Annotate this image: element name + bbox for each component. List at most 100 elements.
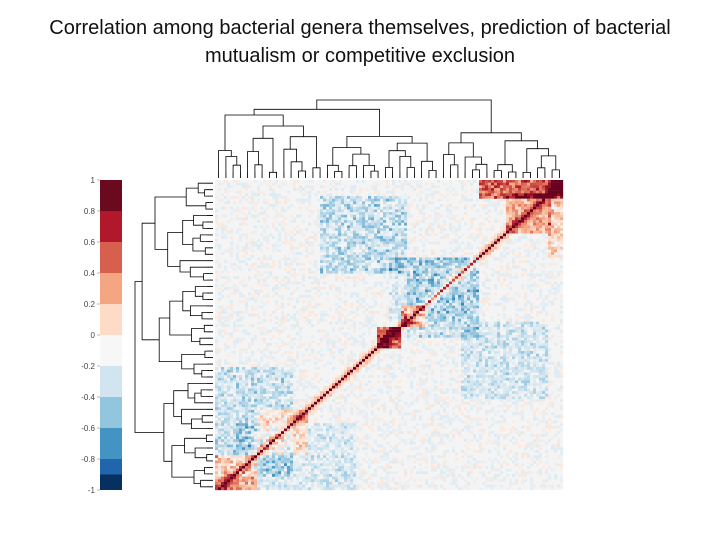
heatmap-cell bbox=[335, 268, 339, 272]
heatmap-cell bbox=[476, 318, 480, 322]
heatmap-cell bbox=[341, 233, 345, 237]
heatmap-cell bbox=[227, 294, 231, 298]
heatmap-cell bbox=[287, 276, 291, 280]
heatmap-cell bbox=[515, 217, 519, 221]
heatmap-cell bbox=[482, 353, 486, 357]
heatmap-cell bbox=[524, 321, 528, 325]
heatmap-cell bbox=[467, 337, 471, 341]
heatmap-cell bbox=[491, 180, 495, 183]
heatmap-cell bbox=[392, 302, 396, 306]
heatmap-cell bbox=[476, 332, 480, 336]
heatmap-cell bbox=[524, 185, 528, 189]
heatmap-cell bbox=[410, 351, 414, 354]
heatmap-cell bbox=[410, 257, 414, 261]
heatmap-cell bbox=[329, 270, 333, 274]
heatmap-cell bbox=[500, 230, 504, 234]
heatmap-cell bbox=[551, 225, 555, 229]
heatmap-cell bbox=[557, 270, 561, 274]
heatmap-cell bbox=[347, 249, 351, 253]
heatmap-cell bbox=[467, 260, 471, 263]
heatmap-cell bbox=[332, 260, 336, 263]
heatmap-cell bbox=[251, 193, 255, 197]
heatmap-cell bbox=[383, 201, 387, 205]
heatmap-cell bbox=[407, 297, 411, 301]
heatmap-cell bbox=[233, 284, 237, 288]
heatmap-cell bbox=[422, 364, 426, 368]
heatmap-cell bbox=[299, 244, 303, 247]
heatmap-cell bbox=[548, 262, 552, 266]
heatmap-cell bbox=[383, 193, 387, 197]
heatmap-cell bbox=[503, 308, 507, 312]
heatmap-cell bbox=[458, 302, 462, 306]
heatmap-cell bbox=[515, 308, 519, 312]
heatmap-cell bbox=[419, 332, 423, 336]
heatmap-cell bbox=[365, 361, 369, 365]
dendrogram-link bbox=[252, 137, 274, 173]
heatmap-cell bbox=[311, 252, 315, 255]
heatmap-cell bbox=[536, 353, 540, 357]
heatmap-cell bbox=[332, 246, 336, 250]
heatmap-cell bbox=[503, 313, 507, 317]
dendrogram-link bbox=[171, 445, 194, 478]
heatmap-cell bbox=[506, 206, 510, 210]
heatmap-cell bbox=[338, 292, 342, 296]
heatmap-cell bbox=[485, 326, 489, 330]
heatmap-cell bbox=[476, 359, 480, 362]
heatmap-cell bbox=[560, 190, 564, 194]
heatmap-cell bbox=[464, 335, 468, 338]
heatmap-cell bbox=[326, 249, 330, 253]
heatmap-cell bbox=[428, 316, 432, 320]
heatmap-cell bbox=[452, 356, 456, 360]
heatmap-cell bbox=[272, 236, 276, 239]
heatmap-cell bbox=[467, 281, 471, 285]
heatmap-cell bbox=[281, 228, 285, 231]
heatmap-cell bbox=[509, 359, 513, 362]
heatmap-cell bbox=[527, 356, 531, 360]
heatmap-cell bbox=[377, 246, 381, 250]
heatmap-cell bbox=[437, 289, 441, 293]
heatmap-cell bbox=[305, 305, 309, 309]
heatmap-cell bbox=[551, 182, 555, 186]
heatmap-cell bbox=[236, 254, 240, 258]
heatmap-cell bbox=[536, 198, 540, 202]
heatmap-cell bbox=[401, 281, 405, 285]
heatmap-cell bbox=[443, 364, 447, 368]
heatmap-cell bbox=[311, 351, 315, 354]
heatmap-cell bbox=[530, 268, 534, 272]
heatmap-cell bbox=[365, 364, 369, 368]
heatmap-cell bbox=[506, 297, 510, 301]
heatmap-cell bbox=[521, 182, 525, 186]
heatmap-cell bbox=[458, 284, 462, 288]
heatmap-cell bbox=[347, 209, 351, 213]
heatmap-cell bbox=[362, 278, 366, 282]
dendrogram-link bbox=[232, 164, 241, 178]
heatmap-cell bbox=[278, 201, 282, 205]
heatmap-cell bbox=[359, 241, 363, 245]
heatmap-cell bbox=[446, 289, 450, 293]
heatmap-cell bbox=[509, 329, 513, 333]
heatmap-cell bbox=[428, 343, 432, 346]
heatmap-cell bbox=[356, 220, 360, 223]
heatmap-cell bbox=[425, 188, 429, 191]
heatmap-cell bbox=[515, 196, 519, 199]
heatmap-cell bbox=[263, 302, 267, 306]
heatmap-cell bbox=[422, 300, 426, 304]
heatmap-cell bbox=[269, 377, 273, 381]
heatmap-cell bbox=[248, 345, 252, 349]
heatmap-cell bbox=[476, 260, 480, 263]
heatmap-cell bbox=[239, 182, 243, 186]
heatmap-cell bbox=[509, 372, 513, 376]
heatmap-cell bbox=[458, 310, 462, 314]
heatmap-cell bbox=[434, 321, 438, 325]
heatmap-cell bbox=[374, 236, 378, 239]
heatmap-cell bbox=[221, 294, 225, 298]
heatmap-cell bbox=[215, 348, 219, 352]
heatmap-cell bbox=[263, 228, 267, 231]
heatmap-cell bbox=[488, 252, 492, 255]
heatmap-cell bbox=[419, 257, 423, 261]
heatmap-cell bbox=[521, 284, 525, 288]
heatmap-cell bbox=[242, 284, 246, 288]
heatmap-cell bbox=[440, 254, 444, 258]
heatmap-cell bbox=[377, 222, 381, 226]
heatmap-cell bbox=[443, 297, 447, 301]
